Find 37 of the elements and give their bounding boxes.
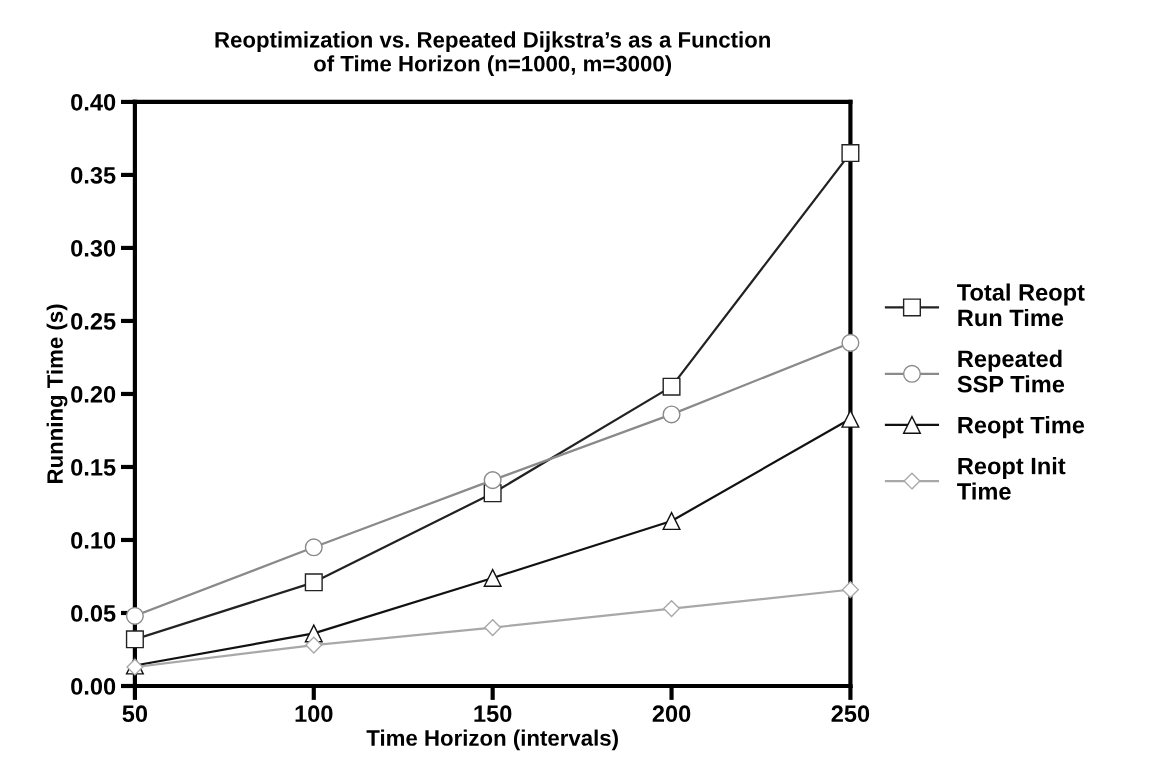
y-tick-label: 0.25 [71, 313, 116, 330]
point [483, 568, 502, 587]
x-tick-label: 100 [295, 705, 333, 723]
point [125, 606, 144, 625]
point [662, 511, 681, 531]
point [483, 471, 502, 490]
legend-label: Reopt Time [958, 416, 1085, 439]
legend-label: Reopt Init Time [957, 457, 1066, 500]
x-tick-label: 50 [122, 705, 148, 723]
y-tick-label: 0.10 [71, 532, 116, 549]
y-tick-label: 0.05 [71, 605, 116, 622]
point [484, 619, 502, 637]
point [662, 600, 681, 618]
point [304, 538, 323, 557]
point [841, 333, 860, 352]
point [841, 409, 860, 428]
y-tick-label: 0.40 [71, 93, 116, 111]
point [305, 636, 323, 654]
point [125, 630, 144, 649]
point [841, 581, 859, 599]
y-tick-label: 0.00 [71, 678, 116, 695]
x-tick-label: 250 [831, 705, 870, 723]
y-tick-label: 0.30 [71, 240, 116, 257]
chart-title: Reoptimization vs. Repeated Dijkstra’s as a Function of Time Horizon (n=1000, m=3000) [215, 31, 770, 76]
legend-label: Repeated SSP Time [957, 349, 1065, 393]
y-axis-title: Running Time (s) [46, 304, 68, 484]
point [304, 573, 323, 592]
x-tick-label: 200 [652, 705, 691, 723]
y-tick-label: 0.35 [71, 167, 116, 184]
point [662, 377, 681, 396]
legend-label: Total Reopt Run Time [957, 283, 1085, 327]
point [662, 405, 681, 424]
x-axis-title: Time Horizon (intervals) [366, 729, 618, 751]
point [841, 143, 860, 163]
y-tick-label: 0.20 [71, 386, 116, 403]
x-tick-label: 150 [474, 705, 512, 723]
y-tick-label: 0.15 [71, 459, 116, 476]
